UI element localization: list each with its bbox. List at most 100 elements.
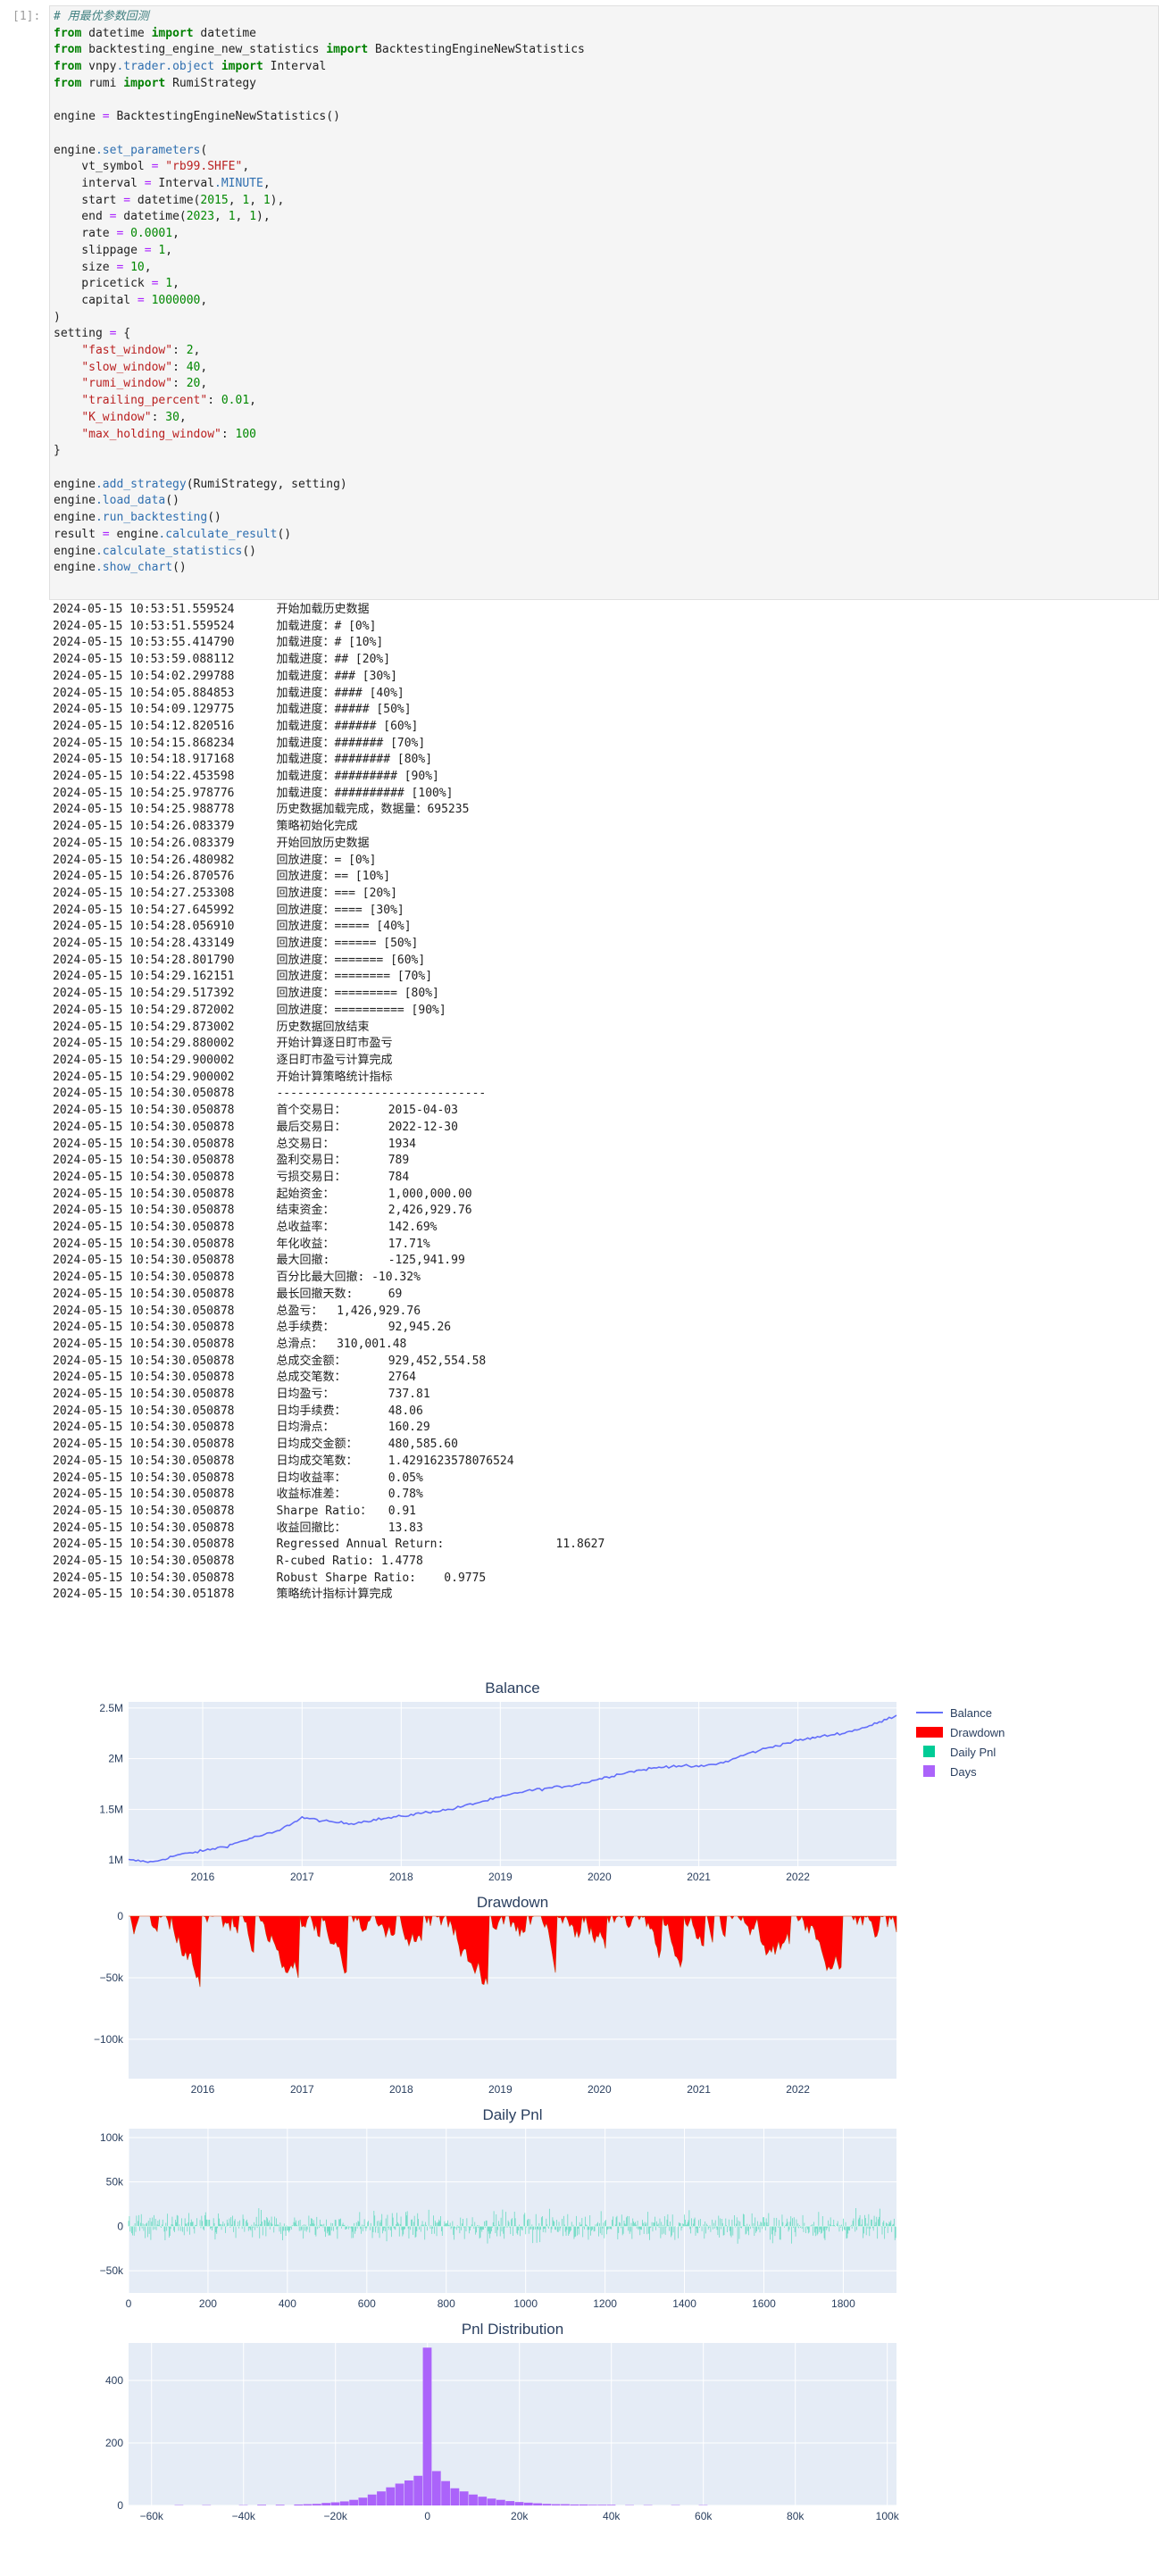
output-line: 2024-05-15 10:54:30.050878 年化收益： 17.71% xyxy=(53,1238,430,1251)
histogram-bar xyxy=(321,2503,330,2505)
log-message: 历史数据回放结束 xyxy=(276,1021,369,1034)
log-timestamp: 2024-05-15 10:54:30.050878 xyxy=(53,1087,235,1100)
cell-output: 2024-05-15 10:53:51.559524 开始加载历史数据 2024… xyxy=(53,602,605,1604)
code-text[interactable]: # 用最优参数回测 from datetime import datetime … xyxy=(54,9,585,577)
x-tick-label: 2017 xyxy=(290,1871,314,1883)
histogram-bar xyxy=(488,2498,496,2505)
y-tick-label: 0 xyxy=(117,2220,123,2232)
code-token: = xyxy=(123,194,130,207)
code-token: = xyxy=(138,294,145,307)
legend-label: Daily Pnl xyxy=(950,1746,996,1759)
chart-title: Pnl Distribution xyxy=(462,2321,563,2338)
x-tick-label: −20k xyxy=(324,2510,348,2522)
code-token: .load_data xyxy=(96,494,165,507)
output-line: 2024-05-15 10:54:30.050878 总手续费： 92,945.… xyxy=(53,1321,451,1334)
log-message: 回放进度：======== [70%] xyxy=(276,970,432,983)
legend-item-daily-pnl[interactable]: Daily Pnl xyxy=(923,1746,996,1759)
output-line: 2024-05-15 10:54:22.453598 加载进度：########… xyxy=(53,770,439,783)
code-token: 1 xyxy=(229,210,236,223)
code-line: from rumi import RumiStrategy xyxy=(54,77,256,90)
code-token: "fast_window" xyxy=(81,344,172,357)
x-tick-label: 800 xyxy=(438,2297,455,2310)
code-token: from xyxy=(54,27,81,40)
log-timestamp: 2024-05-15 10:54:30.050878 xyxy=(53,1188,235,1201)
log-message: 收益标准差： 0.78% xyxy=(276,1488,422,1501)
legend-item-days[interactable]: Days xyxy=(923,1765,977,1779)
code-token: import xyxy=(152,27,194,40)
code-token: 0.01 xyxy=(221,394,249,407)
log-timestamp: 2024-05-15 10:54:05.884853 xyxy=(53,687,235,700)
legend-swatch xyxy=(923,1765,935,1777)
code-token: (RumiStrategy, setting) xyxy=(187,478,347,491)
log-timestamp: 2024-05-15 10:54:29.872002 xyxy=(53,1004,235,1017)
x-tick-label: 0 xyxy=(126,2297,132,2310)
code-token: : xyxy=(172,377,187,390)
code-token: from xyxy=(54,43,81,56)
x-tick-label: 600 xyxy=(358,2297,376,2310)
y-tick-label: −100k xyxy=(94,2033,124,2046)
histogram-bar xyxy=(358,2497,367,2505)
log-timestamp: 2024-05-15 10:54:30.050878 xyxy=(53,1438,235,1451)
log-timestamp: 2024-05-15 10:54:30.050878 xyxy=(53,1555,235,1568)
code-token: ) xyxy=(54,311,61,324)
log-timestamp: 2024-05-15 10:53:55.414790 xyxy=(53,636,235,649)
code-line: from datetime import datetime xyxy=(54,27,256,40)
code-token: = xyxy=(145,177,152,190)
log-message: 最大回撤: -125,941.99 xyxy=(276,1254,464,1267)
log-message: 日均成交笔数： 1.4291623578076524 xyxy=(276,1455,513,1468)
code-editor[interactable]: # 用最优参数回测 from datetime import datetime … xyxy=(49,5,1159,600)
log-timestamp: 2024-05-15 10:54:29.900002 xyxy=(53,1054,235,1067)
code-line: ) xyxy=(54,311,61,324)
x-tick-label: 2018 xyxy=(389,1871,413,1883)
log-timestamp: 2024-05-15 10:54:12.820516 xyxy=(53,720,235,733)
code-token xyxy=(123,227,130,240)
output-line: 2024-05-15 10:54:28.433149 回放进度：====== [… xyxy=(53,937,418,950)
x-tick-label: 2016 xyxy=(191,1871,215,1883)
code-token: import xyxy=(221,60,263,73)
histogram-bar xyxy=(349,2500,358,2505)
log-message: 收益回撤比： 13.83 xyxy=(276,1521,422,1535)
output-line: 2024-05-15 10:54:30.050878 收益回撤比： 13.83 xyxy=(53,1521,423,1535)
code-token: 1000000 xyxy=(152,294,201,307)
log-timestamp: 2024-05-15 10:54:30.050878 xyxy=(53,1388,235,1401)
legend-item-balance[interactable]: Balance xyxy=(916,1706,992,1720)
log-message: 开始计算策略统计指标 xyxy=(276,1071,392,1084)
log-message: Robust Sharpe Ratio: 0.9775 xyxy=(276,1571,486,1585)
code-token: , xyxy=(172,277,179,290)
log-timestamp: 2024-05-15 10:54:22.453598 xyxy=(53,770,235,783)
x-tick-label: 1800 xyxy=(831,2297,855,2310)
log-timestamp: 2024-05-15 10:54:29.880002 xyxy=(53,1037,235,1050)
histogram-bar xyxy=(542,2504,551,2505)
code-token: end xyxy=(54,210,110,223)
code-token: , xyxy=(249,194,263,207)
plot-area xyxy=(129,1702,896,1866)
x-tick-label: 2017 xyxy=(290,2083,314,2096)
code-token: , xyxy=(249,394,256,407)
output-line: 2024-05-15 10:54:30.050878 Robust Sharpe… xyxy=(53,1571,486,1585)
code-token: datetime( xyxy=(116,210,186,223)
code-line: interval = Interval.MINUTE, xyxy=(54,177,271,190)
log-timestamp: 2024-05-15 10:54:25.988778 xyxy=(53,803,235,816)
x-tick-label: 1400 xyxy=(672,2297,696,2310)
log-message: 日均手续费： 48.06 xyxy=(276,1405,422,1418)
legend-item-drawdown[interactable]: Drawdown xyxy=(916,1726,1005,1739)
histogram-bar xyxy=(478,2497,487,2505)
x-tick-label: 2021 xyxy=(687,1871,711,1883)
code-token: engine xyxy=(54,494,96,507)
log-message: 加载进度：########## [100%] xyxy=(276,787,453,800)
chart-title: Daily Pnl xyxy=(482,2106,542,2123)
code-token: , xyxy=(263,177,271,190)
histogram-bar xyxy=(524,2503,533,2505)
output-line: 2024-05-15 10:54:26.083379 策略初始化完成 xyxy=(53,820,357,833)
code-token: , xyxy=(200,361,207,374)
log-message: 回放进度：===== [40%] xyxy=(276,920,411,933)
log-message: 加载进度：# [10%] xyxy=(276,636,383,649)
code-line: end = datetime(2023, 1, 1), xyxy=(54,210,271,223)
log-message: 回放进度：==== [30%] xyxy=(276,904,404,917)
x-tick-label: 1000 xyxy=(513,2297,538,2310)
output-line: 2024-05-15 10:54:02.299788 加载进度：### [30%… xyxy=(53,670,397,683)
x-tick-label: 2022 xyxy=(786,1871,810,1883)
code-token: 20 xyxy=(187,377,201,390)
